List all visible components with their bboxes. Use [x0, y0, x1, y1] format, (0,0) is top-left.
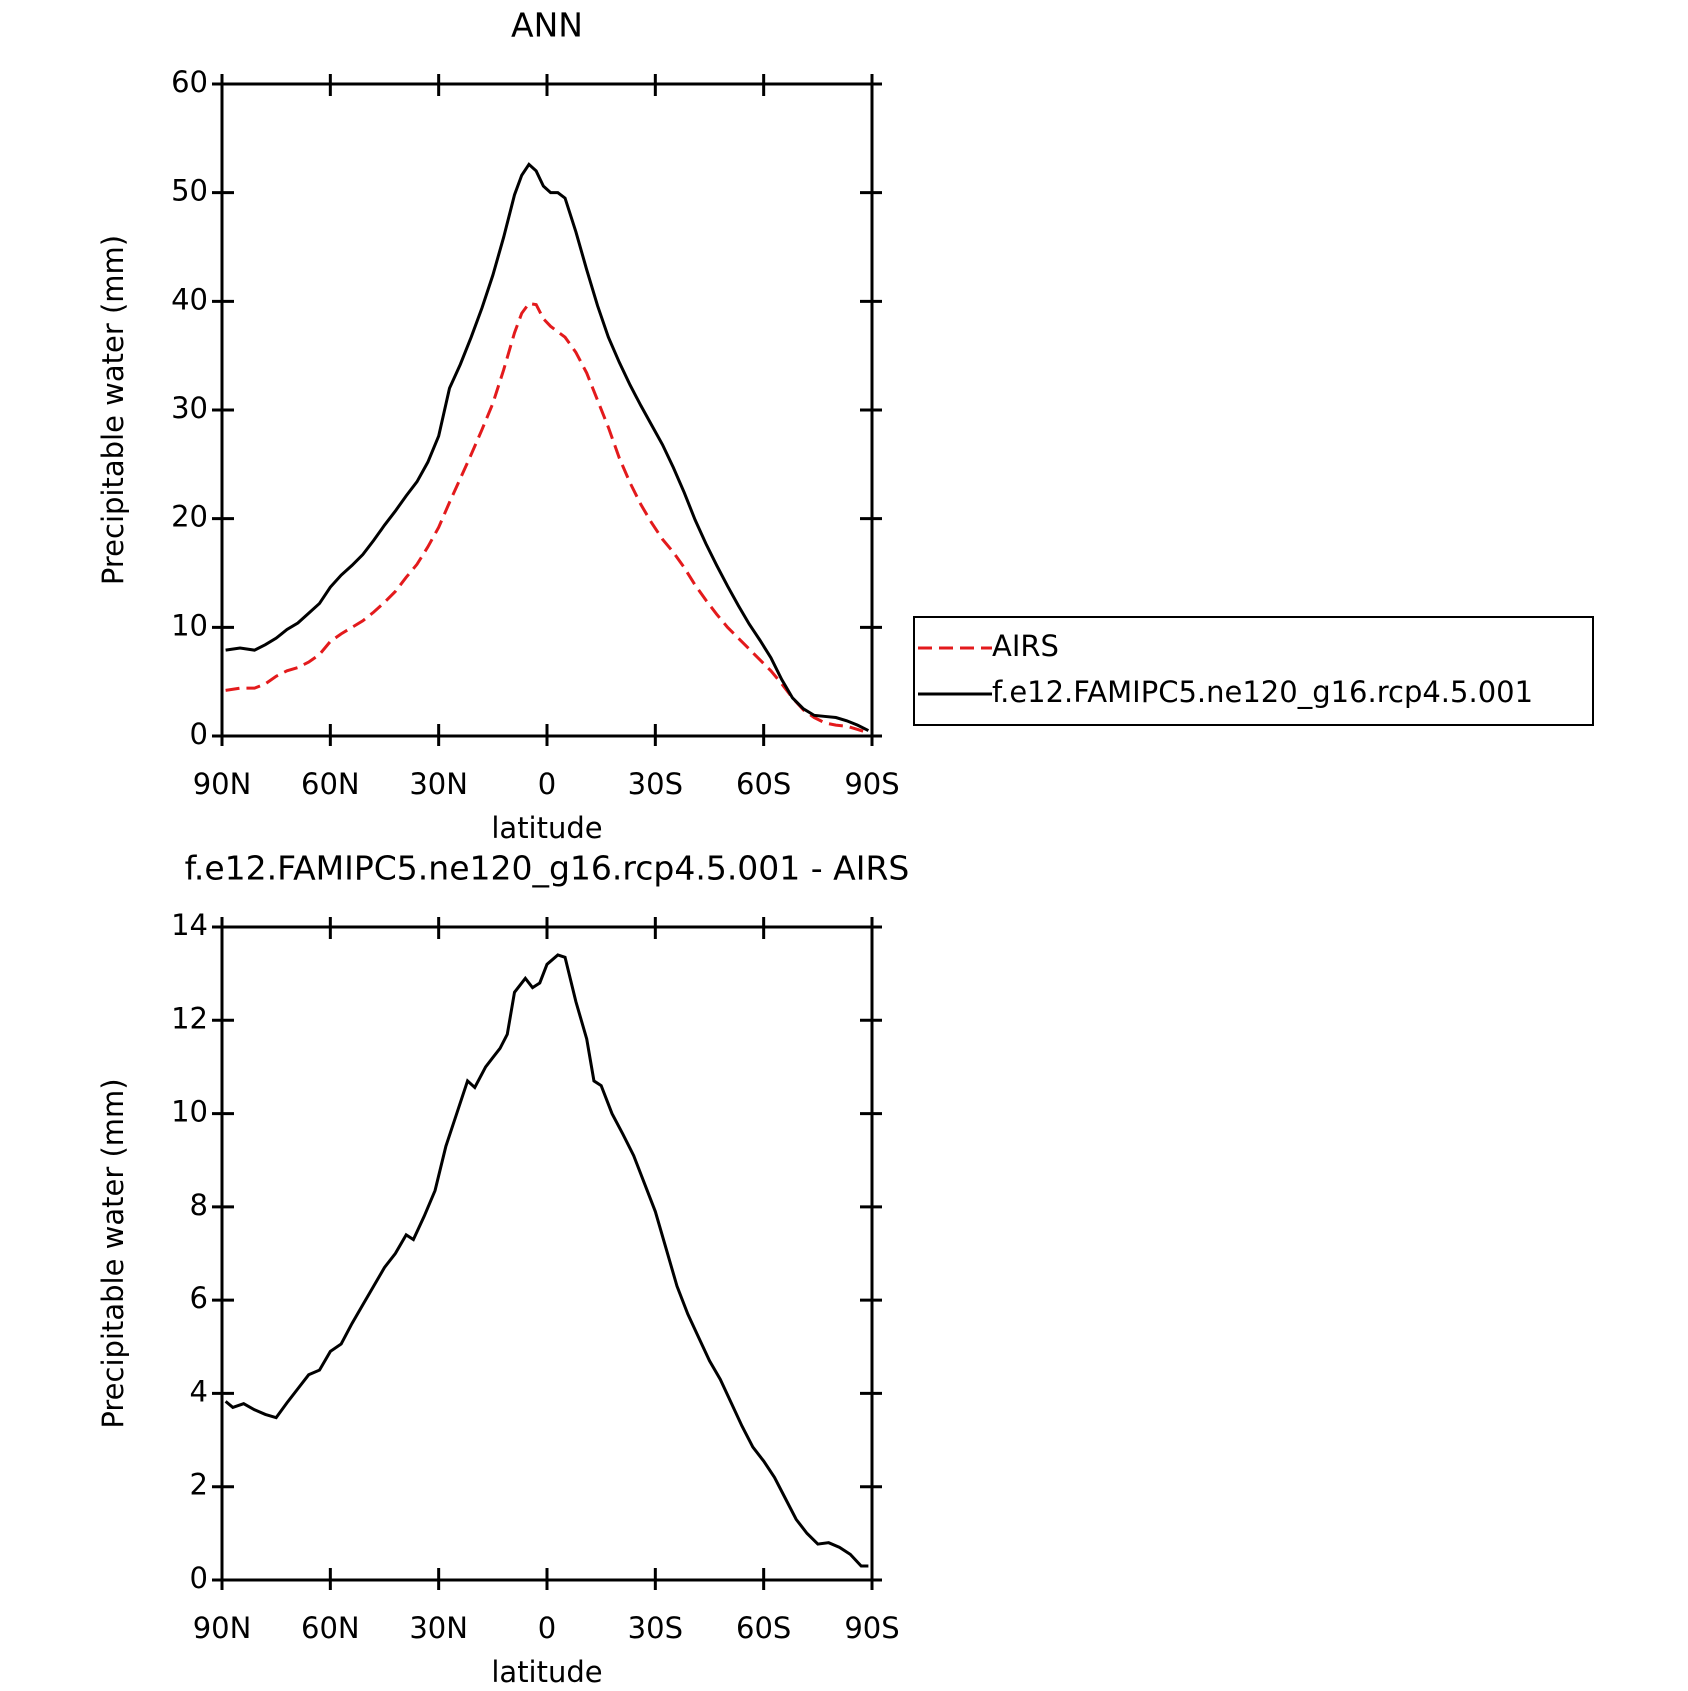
- x-tick-label: 60N: [301, 767, 360, 801]
- y-tick-label: 20: [171, 500, 208, 534]
- y-tick-label: 8: [190, 1188, 208, 1222]
- y-tick-label: 12: [171, 1001, 208, 1035]
- y-tick-label: 10: [171, 1095, 208, 1129]
- x-tick-label: 90S: [844, 767, 899, 801]
- y-axis-label: Precipitable water (mm): [96, 235, 130, 585]
- x-tick-label: 30S: [628, 767, 683, 801]
- data-line: [225, 162, 870, 732]
- y-tick-label: 4: [190, 1374, 208, 1408]
- x-axis-label: latitude: [491, 811, 602, 845]
- plot-frame: [220, 82, 874, 738]
- x-tick-label: 60S: [736, 1611, 791, 1645]
- x-tick-label: 30N: [409, 1611, 468, 1645]
- plot-frame: [220, 925, 874, 1582]
- x-tick-label: 30S: [628, 1611, 683, 1645]
- y-tick-label: 0: [190, 717, 208, 751]
- x-tick-label: 60S: [736, 767, 791, 801]
- y-tick-label: 10: [171, 608, 208, 642]
- x-tick-label: 90N: [193, 1611, 252, 1645]
- y-tick-label: 30: [171, 391, 208, 425]
- data-line: [224, 953, 869, 1568]
- x-tick-label: 0: [538, 767, 556, 801]
- legend-label: AIRS: [992, 629, 1059, 663]
- x-tick-label: 0: [538, 1611, 556, 1645]
- legend-label: f.e12.FAMIPC5.ne120_g16.rcp4.5.001: [992, 675, 1533, 709]
- y-axis-label: Precipitable water (mm): [96, 1078, 130, 1428]
- chart-title: f.e12.FAMIPC5.ne120_g16.rcp4.5.001 - AIR…: [185, 849, 910, 888]
- x-tick-label: 90S: [844, 1611, 899, 1645]
- x-tick-label: 90N: [193, 767, 252, 801]
- y-tick-label: 40: [171, 282, 208, 316]
- x-axis-label: latitude: [491, 1655, 602, 1689]
- chart-title: ANN: [511, 6, 583, 45]
- y-tick-label: 14: [171, 908, 208, 942]
- y-tick-label: 50: [171, 174, 208, 208]
- x-tick-label: 30N: [409, 767, 468, 801]
- y-tick-label: 60: [171, 65, 208, 99]
- y-tick-label: 0: [190, 1561, 208, 1595]
- data-line: [225, 301, 869, 735]
- legend-box: [913, 616, 1594, 726]
- y-tick-label: 6: [190, 1281, 208, 1315]
- y-tick-label: 2: [190, 1468, 208, 1502]
- x-tick-label: 60N: [301, 1611, 360, 1645]
